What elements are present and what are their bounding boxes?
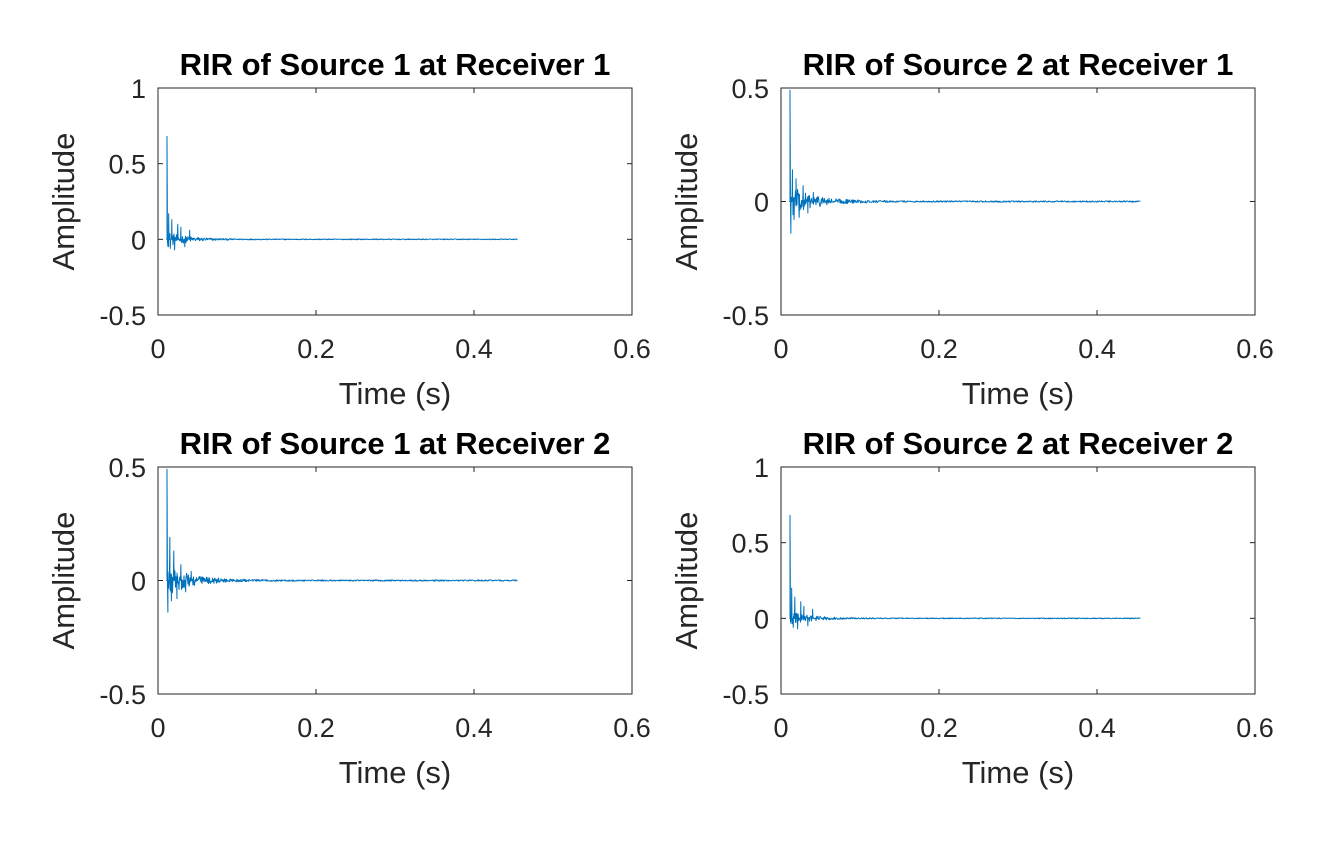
rir-series-line (166, 468, 518, 613)
x-tick-label: 0.2 (920, 713, 958, 743)
axes-box (157, 87, 633, 316)
y-tick-label: 0.5 (731, 74, 769, 104)
x-tick-label: 0.4 (1078, 334, 1116, 364)
x-tick-label: 0.6 (1236, 713, 1274, 743)
chart-title: RIR of Source 2 at Receiver 2 (803, 426, 1234, 461)
y-tick-label: -0.5 (722, 680, 769, 710)
y-tick-label: 0.5 (731, 529, 769, 559)
y-tick-label: 0 (754, 188, 769, 218)
x-axis-label: Time (s) (962, 376, 1075, 411)
x-tick-label: 0.2 (297, 334, 335, 364)
y-axis-label: Amplitude (46, 133, 81, 271)
y-tick-label: 1 (131, 74, 146, 104)
x-tick-label: 0 (150, 334, 165, 364)
rir-series-line (166, 135, 518, 251)
x-tick-label: 0 (773, 334, 788, 364)
y-tick-label: 1 (754, 453, 769, 483)
axes-box (780, 466, 1256, 695)
chart-title: RIR of Source 1 at Receiver 2 (180, 426, 611, 461)
x-tick-label: 0.2 (297, 713, 335, 743)
rir-series-line (789, 514, 1141, 630)
x-tick-label: 0.6 (613, 713, 651, 743)
chart-title: RIR of Source 2 at Receiver 1 (803, 47, 1234, 82)
x-axis-label: Time (s) (339, 376, 452, 411)
x-tick-label: 0.2 (920, 334, 958, 364)
y-tick-label: -0.5 (99, 680, 146, 710)
x-tick-label: 0.6 (1236, 334, 1274, 364)
x-axis-label: Time (s) (339, 755, 452, 790)
y-axis-label: Amplitude (669, 133, 704, 271)
y-tick-label: -0.5 (722, 301, 769, 331)
x-tick-label: 0.4 (455, 713, 493, 743)
y-axis-label: Amplitude (46, 512, 81, 650)
y-tick-label: -0.5 (99, 301, 146, 331)
y-tick-label: 0.5 (108, 150, 146, 180)
y-tick-label: 0.5 (108, 453, 146, 483)
x-axis-label: Time (s) (962, 755, 1075, 790)
y-axis-label: Amplitude (669, 512, 704, 650)
rir-series-line (789, 89, 1141, 234)
y-tick-label: 0 (131, 567, 146, 597)
x-tick-label: 0.4 (1078, 713, 1116, 743)
x-tick-label: 0 (150, 713, 165, 743)
y-tick-label: 0 (131, 225, 146, 255)
x-tick-label: 0.6 (613, 334, 651, 364)
x-tick-label: 0 (773, 713, 788, 743)
y-tick-label: 0 (754, 604, 769, 634)
chart-title: RIR of Source 1 at Receiver 1 (180, 47, 611, 82)
x-tick-label: 0.4 (455, 334, 493, 364)
